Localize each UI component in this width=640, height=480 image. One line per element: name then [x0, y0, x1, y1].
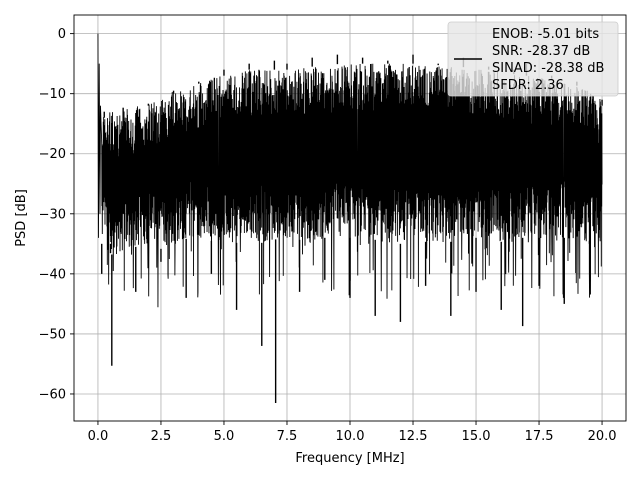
x-axis-label: Frequency [MHz]: [295, 451, 404, 466]
y-axis-label: PSD [dB]: [14, 189, 29, 247]
x-tick-label: 0.0: [88, 429, 109, 444]
legend-snr: SNR: -28.37 dB: [492, 44, 590, 59]
x-tick-label: 7.5: [277, 429, 298, 444]
y-tick-label: −20: [39, 147, 66, 162]
y-tick-label: −10: [39, 87, 66, 102]
x-tick-label: 20.0: [588, 429, 617, 444]
y-tick-label: −60: [39, 387, 66, 402]
x-tick-label: 5.0: [214, 429, 235, 444]
series-layer: [97, 33, 603, 403]
y-tick-label: 0: [58, 27, 66, 42]
legend-enob: ENOB: -5.01 bits: [492, 27, 599, 42]
x-tick-label: 15.0: [462, 429, 491, 444]
legend-sfdr: SFDR: 2.36: [492, 78, 564, 93]
legend-box: [447, 21, 619, 97]
x-axis: 0.0 2.5 5.0 7.5 10.0 12.5 15.0 17.5 20.0: [88, 421, 617, 444]
x-tick-label: 17.5: [525, 429, 554, 444]
x-tick-label: 10.0: [336, 429, 365, 444]
y-axis: 0 −10 −20 −30 −40 −50 −60: [39, 27, 74, 402]
legend-sinad: SINAD: -28.38 dB: [492, 61, 604, 76]
y-tick-label: −30: [39, 207, 66, 222]
psd-series-line: [97, 33, 603, 308]
legend: ENOB: -5.01 bits SNR: -28.37 dB SINAD: -…: [447, 21, 619, 97]
y-tick-label: −40: [39, 267, 66, 282]
y-tick-label: −50: [39, 327, 66, 342]
x-tick-label: 12.5: [399, 429, 428, 444]
x-tick-label: 2.5: [151, 429, 172, 444]
